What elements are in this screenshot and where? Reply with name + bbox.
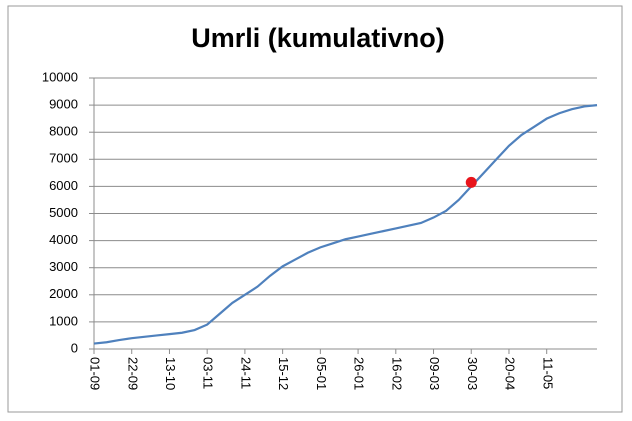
x-tick-label: 03-11 <box>201 357 216 389</box>
x-tick-label: 11-05 <box>540 357 555 389</box>
x-tick-label: 05-01 <box>314 357 329 390</box>
y-tick-label: 6000 <box>49 178 78 193</box>
chart-title: Umrli (kumulativno) <box>191 23 445 53</box>
y-tick-label: 5000 <box>49 205 78 220</box>
y-tick-label: 3000 <box>49 259 78 274</box>
y-tick-label: 1000 <box>49 313 78 328</box>
y-tick-label: 7000 <box>49 151 78 166</box>
x-tick-label: 13-10 <box>163 357 178 390</box>
x-tick-label: 30-03 <box>465 357 480 390</box>
x-tick-label: 16-02 <box>389 357 404 390</box>
y-tick-label: 9000 <box>49 97 78 112</box>
x-tick-label: 24-11 <box>238 357 253 389</box>
y-tick-label: 2000 <box>49 286 78 301</box>
y-tick-label: 8000 <box>49 124 78 139</box>
y-tick-label: 4000 <box>49 232 78 247</box>
x-tick-label: 09-03 <box>427 357 442 390</box>
x-tick-label: 20-04 <box>503 357 518 390</box>
x-tick-label: 01-09 <box>88 357 103 390</box>
data-marker <box>465 176 477 188</box>
x-tick-label: 22-09 <box>125 357 140 390</box>
y-tick-label: 0 <box>71 340 78 355</box>
y-tick-label: 10000 <box>42 69 78 84</box>
chart-frame <box>7 5 623 413</box>
x-tick-label: 26-01 <box>352 357 367 390</box>
data-line <box>93 104 598 345</box>
x-tick-label: 15-12 <box>276 357 291 390</box>
